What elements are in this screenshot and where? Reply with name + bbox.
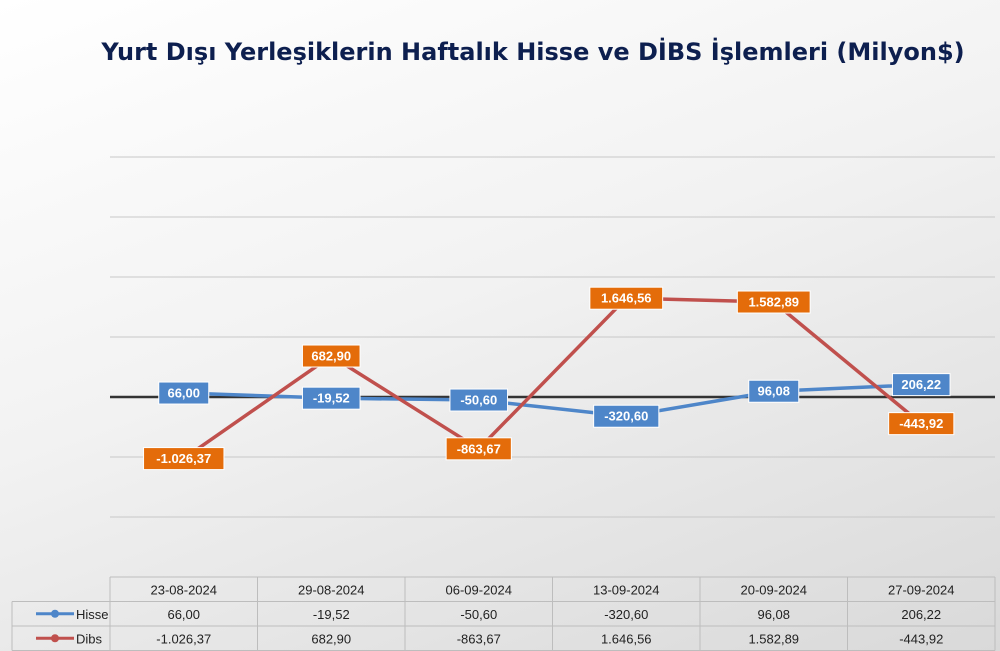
table-cell: 1.582,89 bbox=[748, 631, 799, 646]
legend-entry: Hisse bbox=[76, 607, 109, 622]
data-labels-hisse: 66,00 -19,52 -50,60 -320,60 96,08 206,22 bbox=[158, 373, 951, 428]
table-cell: 206,22 bbox=[901, 607, 941, 622]
table-cell: -1.026,37 bbox=[156, 631, 211, 646]
data-label-box bbox=[593, 404, 660, 428]
series-line bbox=[182, 296, 923, 461]
table-cell: -443,92 bbox=[899, 631, 943, 646]
data-label-box bbox=[143, 447, 225, 471]
table-cell: 96,08 bbox=[757, 607, 790, 622]
legend-swatch-marker bbox=[51, 609, 59, 618]
legend-swatch-marker bbox=[51, 634, 59, 643]
data-label-box bbox=[589, 286, 664, 310]
data-label: -320,60 bbox=[604, 409, 648, 424]
data-label: 96,08 bbox=[757, 384, 790, 399]
table-cell: 682,90 bbox=[311, 631, 351, 646]
chart-title: Yurt Dışı Yerleşiklerin Haftalık Hisse v… bbox=[100, 37, 964, 66]
data-label: 206,22 bbox=[901, 377, 941, 392]
table-cell: -50,60 bbox=[460, 607, 497, 622]
data-label: -19,52 bbox=[313, 391, 350, 406]
data-label-box bbox=[736, 290, 811, 314]
x-tick-label: 27-09-2024 bbox=[888, 582, 955, 597]
data-label: 1.646,56 bbox=[601, 291, 652, 306]
data-label-box bbox=[891, 373, 951, 397]
series-line bbox=[183, 382, 922, 418]
data-label-box bbox=[748, 379, 800, 403]
legend-entry: Dibs bbox=[76, 631, 103, 646]
x-tick-label: 13-09-2024 bbox=[593, 582, 660, 597]
data-label: -1.026,37 bbox=[156, 451, 211, 466]
table-cell: 1.646,56 bbox=[601, 631, 652, 646]
data-label: 682,90 bbox=[311, 349, 351, 364]
table-cell: -320,60 bbox=[604, 607, 648, 622]
data-label-box bbox=[301, 386, 361, 410]
data-label-box bbox=[449, 388, 509, 412]
data-label: 66,00 bbox=[167, 386, 200, 401]
data-label: -50,60 bbox=[460, 393, 497, 408]
table-cell: -863,67 bbox=[457, 631, 501, 646]
table-cell: 66,00 bbox=[167, 607, 200, 622]
x-tick-label: 29-08-2024 bbox=[298, 582, 365, 597]
gridlines bbox=[110, 156, 995, 518]
data-label: -863,67 bbox=[457, 441, 501, 456]
data-label: 1.582,89 bbox=[748, 295, 799, 310]
data-table: 23-08-2024 29-08-2024 06-09-2024 13-09-2024… bbox=[11, 576, 996, 651]
x-tick-label: 23-08-2024 bbox=[151, 582, 218, 597]
data-label: -443,92 bbox=[899, 416, 943, 431]
data-label-box bbox=[301, 344, 361, 368]
data-label-box bbox=[445, 437, 512, 461]
series-dibs bbox=[173, 287, 932, 470]
series-hisse bbox=[173, 374, 932, 427]
table-cell: -19,52 bbox=[313, 607, 350, 622]
data-label-box bbox=[888, 412, 955, 436]
x-tick-label: 20-09-2024 bbox=[741, 582, 808, 597]
x-tick-label: 06-09-2024 bbox=[446, 582, 513, 597]
data-labels-dibs: -1.026,37 682,90 -863,67 1.646,56 1.582,89 -4… bbox=[143, 286, 955, 471]
data-label-box bbox=[158, 381, 210, 405]
